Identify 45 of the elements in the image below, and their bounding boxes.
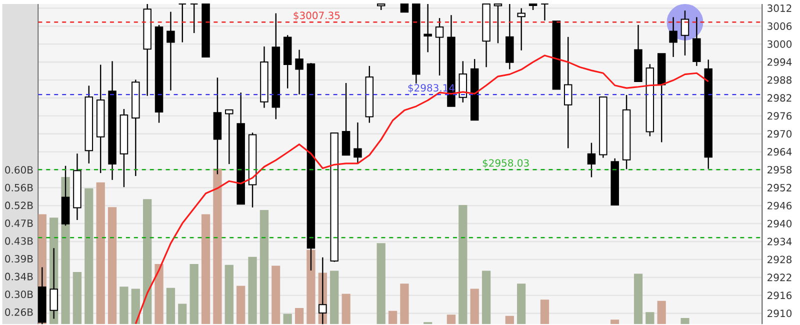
y2-tick-label: 0.43B [5, 237, 33, 245]
candlestick [669, 16, 678, 58]
y2-tick-label: 0.60B [5, 166, 33, 174]
y-tick-label: 2934 [768, 238, 792, 246]
y-tick-label: 2988 [768, 76, 792, 84]
y2-tick-label: 0.56B [5, 184, 33, 192]
y-tick-label: 3006 [768, 22, 792, 30]
y2-tick-label: 0.30B [5, 290, 33, 298]
candlestick [424, 4, 432, 53]
candlestick [517, 8, 526, 52]
y-tick-label: 2976 [768, 112, 792, 120]
candlestick [342, 82, 350, 156]
ref-line-label: $2958.03 [482, 159, 529, 168]
candlestick [692, 16, 701, 67]
y-tick-label: 2916 [768, 292, 792, 300]
y-tick-label: 2922 [768, 274, 792, 282]
y-tick-label: 3012 [768, 4, 792, 12]
y-tick-label: 2946 [768, 202, 792, 210]
candlestick [564, 36, 572, 149]
candlestick [680, 10, 690, 56]
ref-line-label: $3007.35 [294, 12, 340, 21]
candlestick [587, 142, 596, 178]
y-tick-label: 2970 [768, 130, 792, 138]
y2-tick-label: 0.26B [5, 308, 33, 316]
candlestick [354, 122, 362, 164]
candlestick [295, 49, 304, 96]
y2-tick-label: 0.34B [5, 272, 33, 280]
candlestick [178, 4, 187, 44]
y-tick-label: 2940 [768, 220, 792, 228]
y-tick-label: 2928 [768, 256, 792, 264]
y-tick-label: 2910 [768, 310, 792, 318]
y-tick-label: 2964 [768, 148, 792, 156]
y2-tick-label: 0.39B [5, 255, 33, 263]
y-tick-label: 2958 [768, 166, 792, 174]
candlestick [190, 4, 198, 34]
candlestick [166, 11, 175, 92]
y2-tick-label: 0.52B [5, 202, 33, 210]
candlestick [435, 18, 444, 76]
y-tick-label: 2994 [768, 58, 792, 66]
y-tick-label: 2982 [768, 94, 792, 102]
candlestick [540, 4, 549, 22]
y-tick-label: 3000 [768, 40, 792, 48]
candlestick [225, 109, 234, 165]
y-tick-label: 2952 [768, 184, 792, 192]
y2-tick-label: 0.47B [5, 220, 33, 228]
